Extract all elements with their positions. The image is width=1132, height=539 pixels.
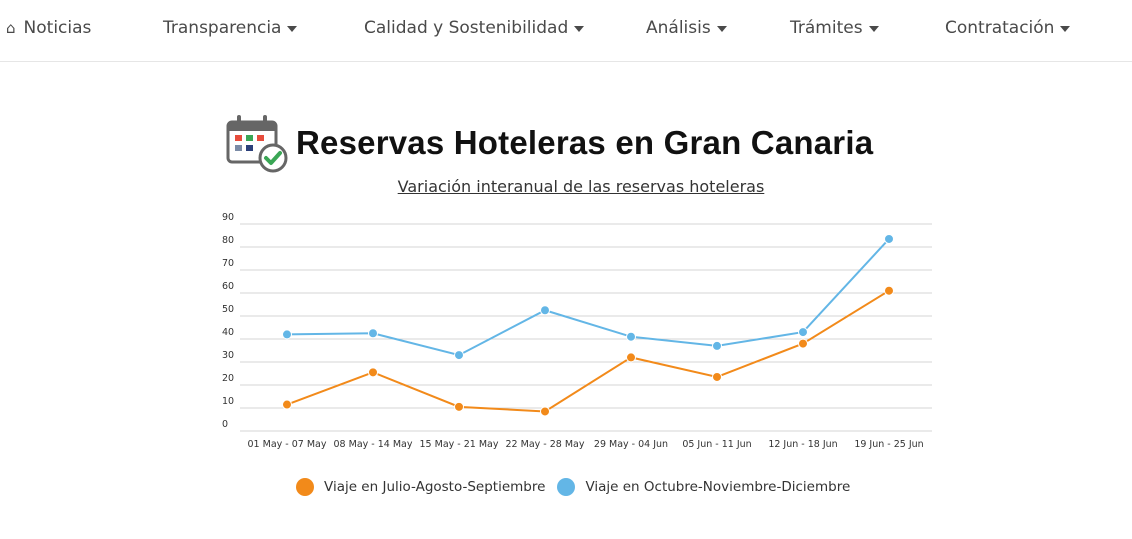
nav-item-label: Noticias [23, 18, 92, 38]
nav-item-analisis[interactable]: Análisis [646, 18, 727, 38]
x-tick-label: 05 Jun - 11 Jun [682, 439, 751, 450]
data-point-series-2 [540, 305, 550, 316]
legend-label: Viaje en Octubre-Noviembre-Diciembre [585, 479, 851, 495]
data-point-series-1 [884, 285, 894, 296]
caret-down-icon [1060, 26, 1071, 32]
x-tick-label: 19 Jun - 25 Jun [854, 439, 923, 450]
y-tick-label: 20 [222, 373, 234, 384]
nav-item-label: Contratación [945, 18, 1055, 38]
nav-item-noticias[interactable]: ⌂ Noticias [6, 18, 91, 38]
x-tick-label: 22 May - 28 May [506, 439, 585, 450]
data-point-series-1 [798, 338, 808, 349]
caret-down-icon [716, 26, 727, 32]
x-tick-label: 01 May - 07 May [248, 439, 327, 450]
chart-legend: Viaje en Julio-Agosto-Septiembre Viaje e… [296, 478, 862, 496]
nav-item-transparencia[interactable]: Transparencia [163, 18, 298, 38]
nav-item-label: Calidad y Sostenibilidad [364, 18, 569, 38]
y-tick-label: 90 [222, 212, 234, 223]
data-point-series-2 [368, 328, 378, 339]
data-point-series-2 [454, 350, 464, 361]
x-tick-label: 15 May - 21 May [420, 439, 499, 450]
caret-down-icon [574, 26, 585, 32]
data-point-series-2 [282, 329, 292, 340]
y-tick-label: 70 [222, 258, 234, 269]
series-line-1 [286, 289, 890, 413]
data-point-series-1 [540, 406, 550, 417]
nav-item-contratacion[interactable]: Contratación [945, 18, 1071, 38]
y-tick-label: 80 [222, 235, 234, 246]
legend-marker-blue [557, 478, 576, 496]
nav-item-label: Análisis [646, 18, 711, 38]
nav-item-tramites[interactable]: Trámites [790, 18, 879, 38]
calendar-check-icon [226, 115, 288, 173]
x-tick-label: 08 May - 14 May [334, 439, 413, 450]
nav-item-calidad[interactable]: Calidad y Sostenibilidad [364, 18, 585, 38]
y-tick-label: 50 [222, 304, 234, 315]
x-tick-label: 29 May - 04 Jun [594, 439, 668, 450]
legend-item-julio[interactable]: Viaje en Julio-Agosto-Septiembre [296, 478, 545, 496]
data-point-series-1 [368, 367, 378, 378]
home-icon: ⌂ [6, 19, 16, 37]
data-point-series-2 [712, 340, 722, 351]
x-tick-label: 12 Jun - 18 Jun [768, 439, 837, 450]
page-heading: Reservas Hoteleras en Gran Canaria [226, 112, 873, 174]
y-tick-label: 10 [222, 396, 234, 407]
data-point-series-2 [884, 233, 894, 244]
y-tick-label: 40 [222, 327, 234, 338]
data-point-series-2 [798, 327, 808, 338]
legend-item-octubre[interactable]: Viaje en Octubre-Noviembre-Diciembre [557, 478, 850, 496]
nav-item-label: Transparencia [163, 18, 282, 38]
legend-label: Viaje en Julio-Agosto-Septiembre [324, 479, 546, 495]
chart-title: Variación interanual de las reservas hot… [397, 177, 765, 196]
legend-marker-orange [296, 478, 314, 496]
top-navigation: ⌂ Noticias Transparencia Calidad y Soste… [0, 0, 1132, 62]
data-point-series-1 [454, 401, 464, 412]
data-point-series-1 [282, 399, 292, 410]
caret-down-icon [868, 26, 879, 32]
caret-down-icon [287, 26, 298, 32]
series-line-2 [286, 238, 890, 357]
nav-item-label: Trámites [790, 18, 863, 38]
data-point-series-1 [626, 352, 636, 363]
y-tick-label: 30 [222, 350, 234, 361]
data-point-series-2 [626, 331, 636, 342]
y-tick-label: 0 [222, 419, 228, 430]
y-tick-label: 60 [222, 281, 234, 292]
page-title: Reservas Hoteleras en Gran Canaria [296, 124, 874, 161]
data-point-series-1 [712, 371, 722, 382]
